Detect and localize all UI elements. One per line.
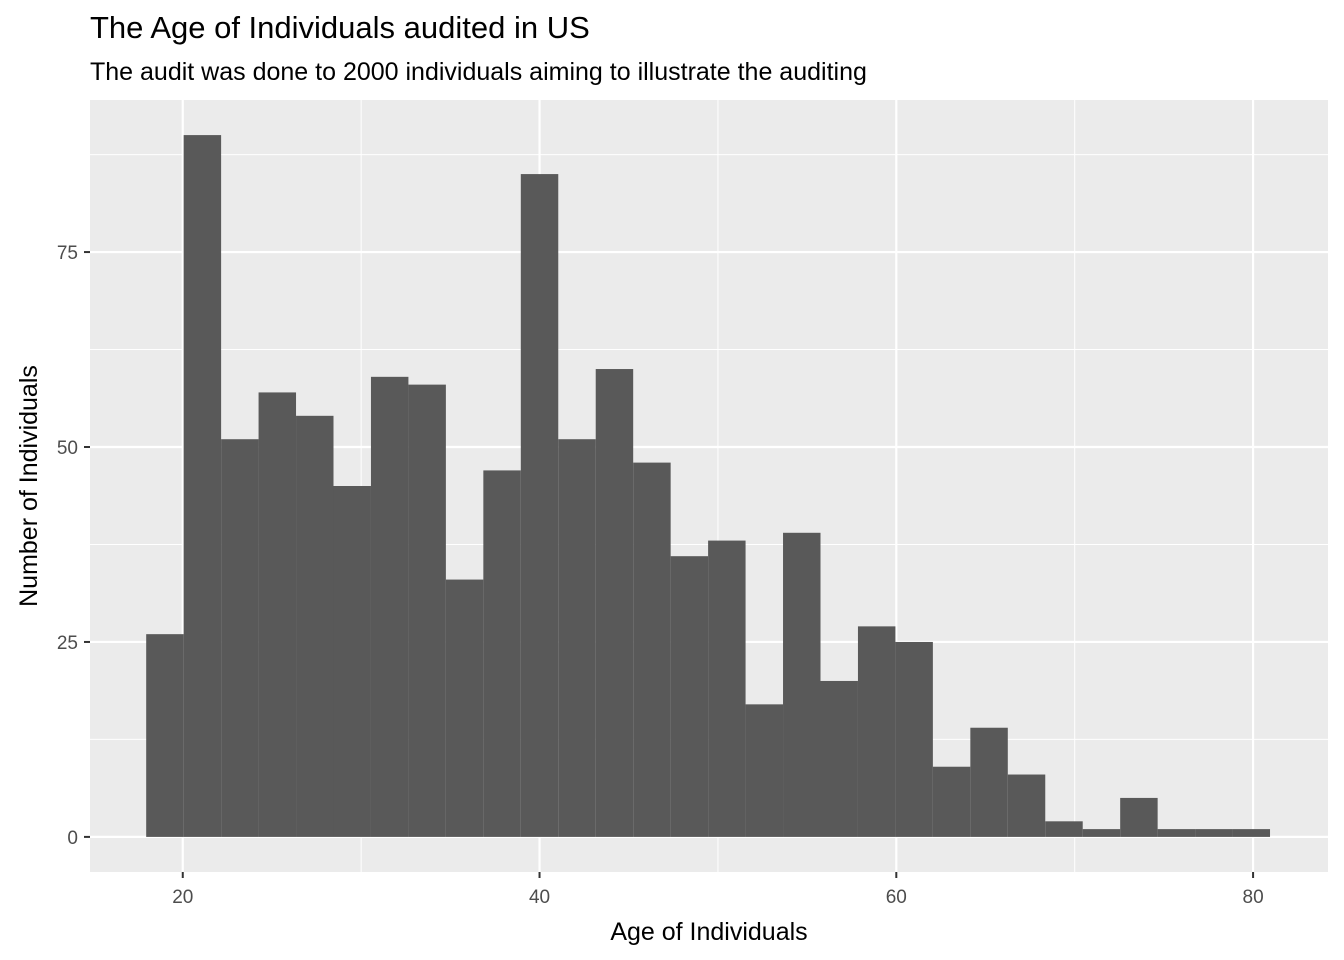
x-tick-label: 40 — [529, 887, 550, 908]
histogram-bar — [370, 376, 409, 837]
histogram-bar — [745, 704, 784, 837]
histogram-bar — [146, 634, 184, 837]
histogram-bar — [895, 641, 933, 837]
x-axis: 20 40 60 80 — [172, 872, 1264, 908]
y-tick-label: 75 — [57, 243, 78, 264]
x-tick-label: 80 — [1243, 887, 1264, 908]
histogram-bar — [221, 439, 259, 837]
histogram-bar — [820, 680, 858, 837]
y-tick-label: 50 — [57, 438, 78, 459]
histogram-bar — [1232, 829, 1271, 837]
histogram-bar — [296, 415, 334, 837]
histogram-bar — [783, 532, 821, 837]
histogram-bar — [258, 392, 297, 837]
histogram-bar — [558, 439, 596, 837]
y-tick-label: 0 — [67, 828, 78, 849]
histogram-bar — [595, 369, 634, 837]
histogram-bar — [483, 470, 521, 837]
histogram-bar — [408, 384, 446, 837]
y-axis-title: Number of Individuals — [15, 365, 43, 607]
chart-title: The Age of Individuals audited in US — [90, 10, 590, 45]
histogram-bar — [445, 579, 484, 837]
histogram-bar — [857, 626, 896, 837]
histogram-bar — [708, 540, 746, 837]
y-axis: 0 25 50 75 — [57, 243, 90, 849]
histogram-bar — [1082, 829, 1121, 837]
x-axis-title: Age of Individuals — [610, 918, 807, 946]
histogram-bar — [520, 174, 559, 837]
x-tick-label: 20 — [172, 887, 193, 908]
x-tick-label: 60 — [886, 887, 907, 908]
y-tick-label: 25 — [57, 633, 78, 654]
histogram-bar — [970, 727, 1008, 837]
histogram-bar — [333, 486, 371, 837]
histogram-bar — [183, 135, 222, 837]
histogram-bar — [670, 556, 709, 837]
histogram-bars — [146, 135, 1271, 837]
histogram-bar — [633, 462, 671, 837]
histogram-bar — [1045, 821, 1083, 837]
histogram-bar — [1120, 797, 1158, 837]
histogram-bar — [1195, 829, 1233, 837]
histogram-bar — [1007, 774, 1046, 837]
histogram-bar — [932, 766, 971, 837]
histogram-bar — [1157, 829, 1196, 837]
chart-subtitle: The audit was done to 2000 individuals a… — [90, 58, 867, 86]
